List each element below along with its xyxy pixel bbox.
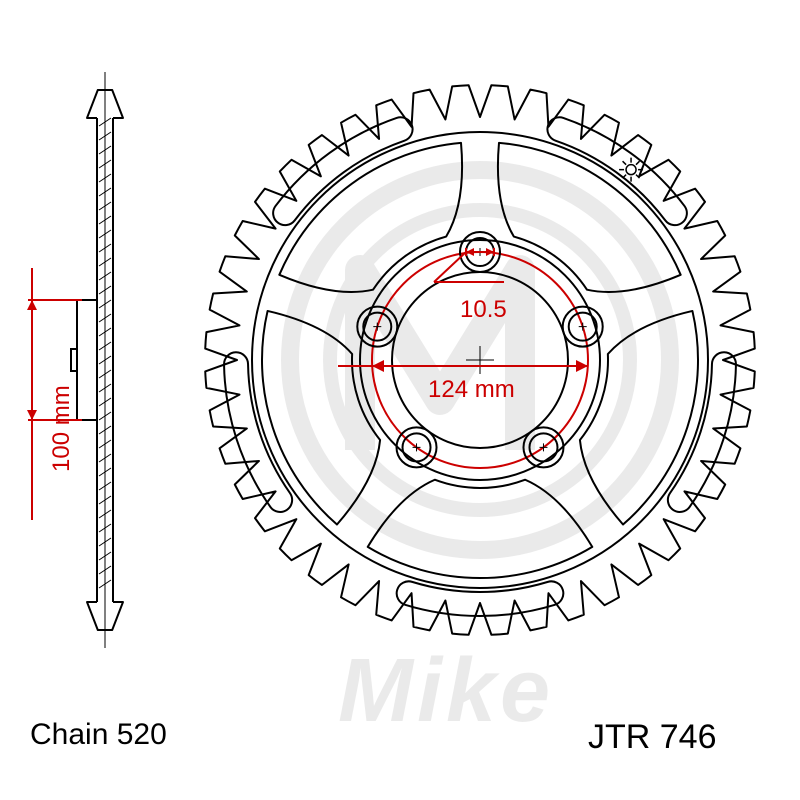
bolt-circle-dimension: 124 mm — [428, 376, 515, 404]
bolt-hole-dimension: 10.5 — [460, 296, 507, 324]
diagram-stage: Chain 520 JTR 746 100 mm 124 mm 10.5 Mik… — [0, 0, 800, 800]
chain-spec-label: Chain 520 — [30, 718, 167, 752]
watermark-text: Mike — [338, 640, 554, 743]
hub-height-dimension: 100 mm — [48, 385, 76, 472]
part-number-label: JTR 746 — [588, 718, 717, 757]
